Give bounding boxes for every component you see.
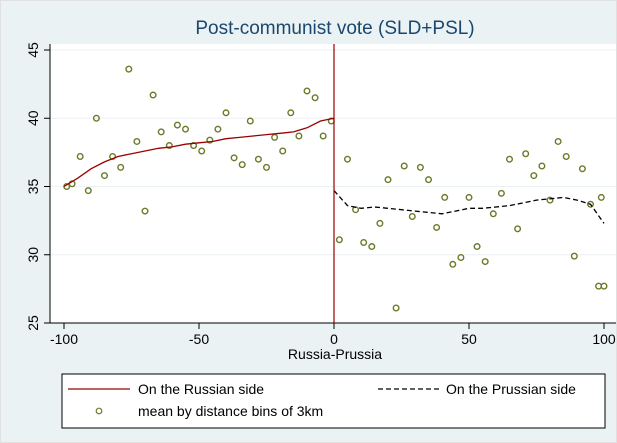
data-point: [578, 165, 586, 173]
x-axis-title: Russia-Prussia: [288, 346, 382, 362]
legend-label-prussian: On the Prussian side: [446, 381, 576, 397]
data-point: [441, 193, 449, 201]
data-point: [117, 163, 125, 171]
data-point: [149, 91, 157, 99]
fit-lines: [63, 117, 605, 224]
data-point: [360, 238, 368, 246]
data-point: [473, 243, 481, 251]
legend-label-russian: On the Russian side: [138, 381, 264, 397]
x-tick-label: -100: [50, 331, 78, 347]
data-point: [230, 154, 238, 162]
data-point: [206, 136, 214, 144]
data-point: [344, 155, 352, 163]
data-point: [76, 152, 84, 160]
data-point: [449, 260, 457, 268]
data-point: [368, 243, 376, 251]
data-point: [597, 193, 605, 201]
data-point: [530, 172, 538, 180]
data-point: [263, 163, 271, 171]
data-point: [376, 219, 384, 227]
y-tick-label: 30: [25, 247, 41, 263]
data-point: [63, 182, 71, 190]
data-point: [416, 163, 424, 171]
x-axis-ticks: -100 -50 0 50 100: [50, 323, 616, 347]
data-point: [514, 225, 522, 233]
data-point: [238, 161, 246, 169]
data-point: [271, 133, 279, 141]
chart-title: Post-communist vote (SLD+PSL): [195, 18, 474, 39]
data-point: [311, 94, 319, 102]
prussian-side-fit-line: [333, 190, 605, 224]
data-point: [287, 109, 295, 117]
data-point: [165, 142, 173, 150]
x-tick-label: 0: [330, 331, 338, 347]
data-point: [198, 147, 206, 155]
data-point: [522, 150, 530, 158]
russian-side-fit-line: [63, 117, 335, 188]
data-point: [319, 132, 327, 140]
data-point: [570, 252, 578, 260]
data-point: [457, 253, 465, 261]
data-point: [408, 213, 416, 221]
data-point: [125, 65, 133, 73]
data-point: [181, 125, 189, 133]
data-point: [303, 87, 311, 95]
data-point: [392, 304, 400, 312]
data-point: [335, 236, 343, 244]
data-point: [600, 282, 608, 290]
legend-swatch-point-marker: [95, 407, 103, 415]
x-tick-label: 100: [592, 331, 616, 347]
data-point: [84, 187, 92, 195]
data-point: [157, 128, 165, 136]
data-point: [384, 176, 392, 184]
data-point: [587, 200, 595, 208]
data-point: [546, 196, 554, 204]
y-axis-ticks: 25 30 35 40 45: [25, 42, 50, 331]
data-point: [133, 137, 141, 145]
data-point: [92, 114, 100, 122]
data-point: [433, 223, 441, 231]
data-point: [497, 189, 505, 197]
data-point: [506, 155, 514, 163]
data-point: [254, 155, 262, 163]
y-tick-label: 25: [25, 315, 41, 331]
data-point: [481, 258, 489, 266]
data-point: [554, 137, 562, 145]
y-tick-label: 45: [25, 42, 41, 58]
data-point: [400, 162, 408, 170]
data-point: [562, 152, 570, 160]
data-point: [100, 172, 108, 180]
data-point: [173, 121, 181, 129]
data-point: [214, 125, 222, 133]
y-tick-label: 35: [25, 179, 41, 195]
data-point: [222, 109, 230, 117]
data-point: [538, 162, 546, 170]
data-point: [279, 147, 287, 155]
data-point: [141, 207, 149, 215]
legend-label-points: mean by distance bins of 3km: [138, 403, 323, 419]
data-point: [295, 132, 303, 140]
x-tick-label: -50: [189, 331, 209, 347]
data-point: [246, 117, 254, 125]
legend-box: [61, 373, 606, 429]
data-point: [425, 176, 433, 184]
x-tick-label: 50: [461, 331, 477, 347]
data-point: [465, 193, 473, 201]
y-tick-label: 40: [25, 110, 41, 126]
data-point: [489, 210, 497, 218]
plot-area: [50, 44, 616, 323]
